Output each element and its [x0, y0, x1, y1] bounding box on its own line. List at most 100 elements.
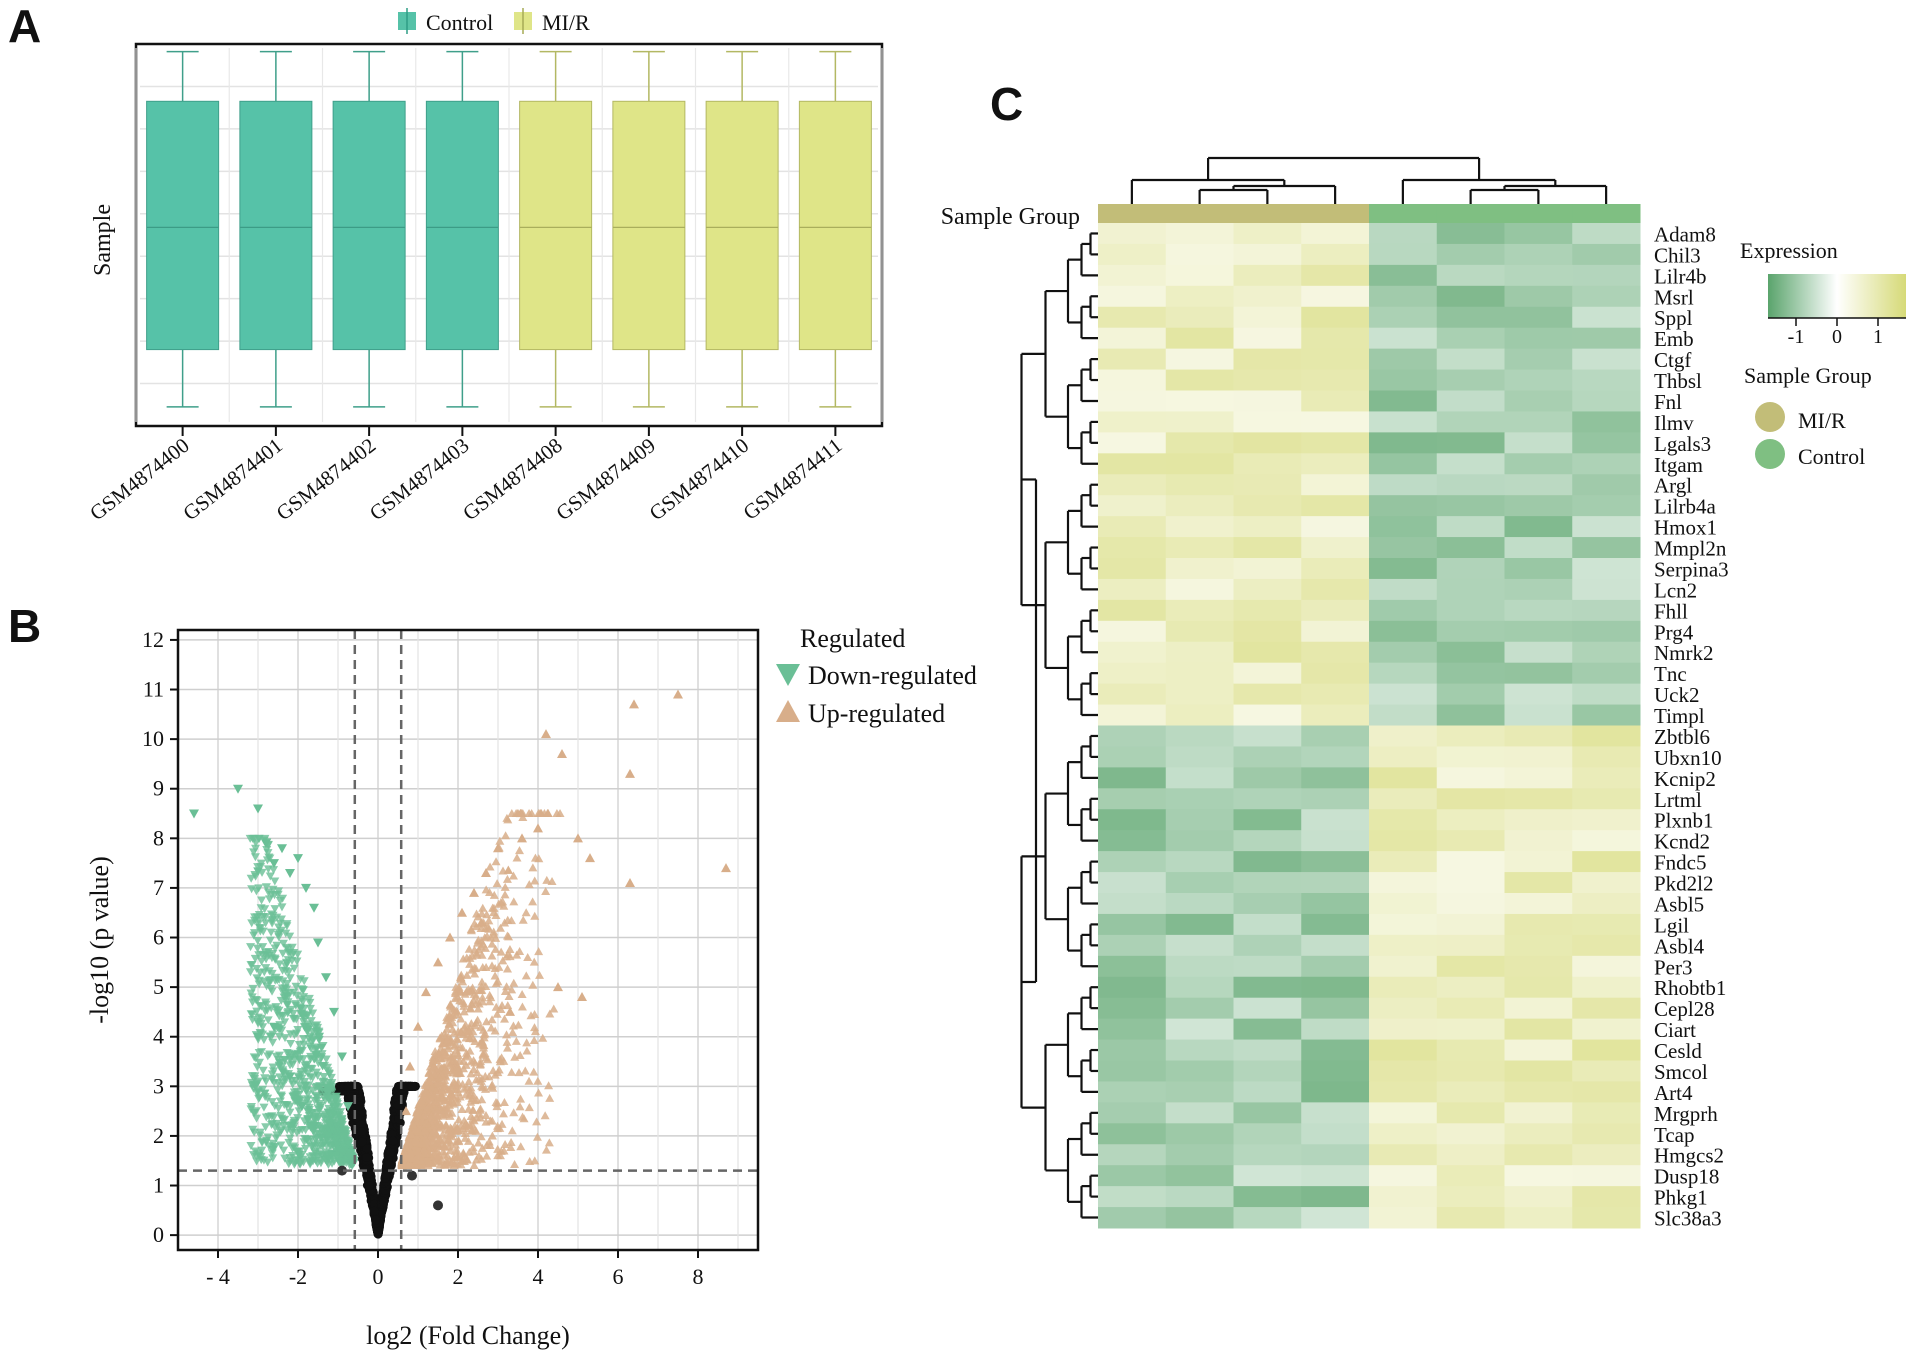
down-point — [270, 944, 280, 953]
up-point — [467, 1125, 477, 1134]
up-point — [480, 1029, 490, 1038]
up-point — [433, 1094, 443, 1103]
up-point — [473, 1015, 483, 1024]
up-point — [524, 1076, 534, 1085]
up-point — [503, 1043, 513, 1052]
down-point — [278, 1116, 288, 1125]
down-point — [278, 939, 288, 948]
up-point — [500, 1140, 510, 1149]
down-point — [303, 1095, 313, 1104]
up-point — [497, 1119, 507, 1128]
up-point — [530, 853, 540, 862]
down-point — [265, 854, 275, 863]
down-point — [254, 1094, 264, 1103]
up-point — [476, 1057, 486, 1066]
down-point — [293, 950, 303, 959]
down-point — [263, 849, 273, 858]
up-point — [491, 944, 501, 953]
up-point — [530, 911, 540, 920]
up-point — [489, 890, 499, 899]
down-point — [278, 949, 288, 958]
up-point — [475, 1060, 485, 1069]
up-point — [481, 1111, 491, 1120]
box-GSM4874411 — [798, 50, 872, 408]
down-point — [317, 1043, 327, 1052]
up-point — [507, 1126, 517, 1135]
up-point — [475, 1105, 485, 1114]
down-point — [261, 1123, 271, 1132]
down-point — [288, 1092, 298, 1101]
down-point — [266, 1033, 276, 1042]
up-point — [507, 985, 517, 994]
up-point — [470, 1036, 480, 1045]
up-point — [450, 1146, 460, 1155]
down-point — [329, 1108, 339, 1117]
up-point — [413, 1108, 423, 1117]
up-point — [492, 1009, 502, 1018]
up-point — [452, 1045, 462, 1054]
down-point — [253, 936, 263, 945]
up-point — [480, 1071, 490, 1080]
down-point — [254, 834, 264, 843]
down-point — [313, 1113, 323, 1122]
up-point — [507, 1067, 517, 1076]
down-point — [339, 1148, 349, 1157]
up-point — [498, 1109, 508, 1118]
down-point — [305, 1042, 315, 1051]
up-point — [427, 1128, 437, 1137]
down-point — [282, 979, 292, 988]
up-point — [544, 1138, 554, 1147]
down-point — [300, 1066, 310, 1075]
up-point — [545, 1009, 555, 1018]
up-point — [433, 1120, 443, 1129]
down-point — [247, 961, 257, 970]
down-point — [265, 979, 275, 988]
up-point — [426, 1072, 436, 1081]
up-point — [518, 812, 528, 821]
up-point — [418, 1111, 428, 1120]
down-point — [301, 1087, 311, 1096]
down-point — [295, 1095, 305, 1104]
up-point — [461, 1090, 471, 1099]
up-point — [511, 1036, 521, 1045]
up-point — [418, 1139, 428, 1148]
down-point — [258, 1030, 268, 1039]
up-point — [453, 1051, 463, 1060]
up-point — [500, 1014, 510, 1023]
down-point — [309, 1141, 319, 1150]
up-point — [513, 809, 523, 818]
box-GSM4874408 — [519, 50, 593, 408]
up-point — [530, 1023, 540, 1032]
down-point — [248, 1125, 258, 1134]
up-point — [475, 1109, 485, 1118]
down-point — [246, 989, 256, 998]
down-point — [267, 987, 277, 996]
up-point — [522, 1038, 532, 1047]
up-point — [491, 979, 501, 988]
up-point — [503, 865, 513, 874]
up-point — [469, 1064, 479, 1073]
up-point — [541, 1145, 551, 1154]
up-point — [519, 1114, 529, 1123]
down-point — [285, 1134, 295, 1143]
down-point — [252, 1079, 262, 1088]
down-point — [323, 1063, 333, 1072]
down-point — [308, 1127, 318, 1136]
up-point — [544, 1081, 554, 1090]
down-point — [281, 1101, 291, 1110]
down-point — [263, 1016, 273, 1025]
up-point — [465, 959, 475, 968]
box-GSM4874400 — [146, 50, 220, 408]
up-point — [473, 1004, 483, 1013]
down-point — [285, 1061, 295, 1070]
down-point — [250, 913, 260, 922]
down-point — [251, 872, 261, 881]
up-point — [405, 1148, 415, 1157]
up-point — [472, 997, 482, 1006]
up-point — [503, 964, 513, 973]
down-point — [270, 905, 280, 914]
up-point — [487, 1081, 497, 1090]
up-point — [472, 950, 482, 959]
boxplot-boxes — [146, 50, 872, 408]
